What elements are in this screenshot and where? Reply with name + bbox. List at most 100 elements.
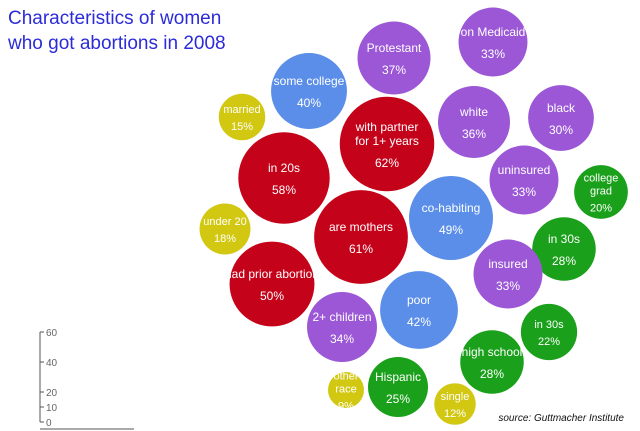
bubble-label: race <box>335 384 356 396</box>
bubble-value: 62% <box>375 156 399 170</box>
bubble-value: 33% <box>481 47 505 61</box>
bubble-label: insured <box>488 257 527 271</box>
bubble-label: college <box>584 173 619 185</box>
legend-tick-label: 0 <box>46 418 52 429</box>
bubble-circle <box>438 86 510 158</box>
bubble-value: 40% <box>297 96 321 110</box>
bubble-circle <box>199 203 251 255</box>
bubble-value: 37% <box>382 63 406 77</box>
bubble-value: 58% <box>272 183 296 197</box>
chart-title-line: who got abortions in 2008 <box>8 33 226 54</box>
legend-scale: 60 40 20 10 0 <box>39 328 134 430</box>
bubble: married 15% <box>218 93 266 141</box>
bubble-value: 42% <box>407 315 431 329</box>
bubble-circle <box>229 241 315 327</box>
bubble-circle <box>339 96 435 192</box>
bubble-circle <box>460 330 524 394</box>
bubble-label: had prior abortion <box>225 267 319 281</box>
bubble-circle <box>380 271 458 349</box>
bubble-circle <box>328 372 364 408</box>
bubble-value: 15% <box>231 121 253 133</box>
bubble-label: white <box>459 105 488 119</box>
bubble-circle <box>528 85 594 151</box>
bubble: Protestant 37% <box>357 21 431 95</box>
bubble-value: 36% <box>462 127 486 141</box>
bubble-label: single <box>441 391 470 403</box>
bubble-circle <box>368 357 428 417</box>
bubble-label: black <box>547 101 576 115</box>
bubble-circle <box>218 93 266 141</box>
bubble-value: 34% <box>330 332 354 346</box>
legend-tick-label: 60 <box>46 328 58 339</box>
bubble: insured 33% <box>473 239 543 309</box>
bubble-label: Protestant <box>367 41 422 55</box>
bubble-label: are mothers <box>329 220 393 234</box>
bubble: on Medicaid 33% <box>458 7 528 77</box>
bubble-value: 33% <box>512 185 536 199</box>
bubble: high school 28% <box>460 330 524 394</box>
bubble: are mothers 61% <box>314 190 408 284</box>
bubble-value: 50% <box>260 289 284 303</box>
bubble-label: other <box>333 371 358 383</box>
bubble-circle <box>489 145 559 215</box>
bubble-circle <box>307 292 377 362</box>
bubble-value: 9% <box>338 401 354 413</box>
bubble: in 30s 28% <box>532 217 596 281</box>
bubble-value: 61% <box>349 242 373 256</box>
bubble-label: uninsured <box>498 163 551 177</box>
bubble-value: 25% <box>386 392 410 406</box>
bubble: black 30% <box>528 85 594 151</box>
bubble-circle <box>238 132 330 224</box>
bubble-value: 49% <box>439 223 463 237</box>
chart-title: Characteristics of women who got abortio… <box>8 6 226 56</box>
bubble-label: some college <box>274 74 345 88</box>
bubble-label: on Medicaid <box>461 25 526 39</box>
bubble-circle <box>473 239 543 309</box>
bubble-circle <box>409 176 493 260</box>
bubble-label: 2+ children <box>312 310 371 324</box>
bubble-label: poor <box>407 293 431 307</box>
bubble: in 30s 22% <box>520 303 578 361</box>
bubble-value: 28% <box>480 367 504 381</box>
source-note: source: Guttmacher Institute <box>498 413 624 424</box>
bubble-circle <box>458 7 528 77</box>
bubble-label: grad <box>590 186 612 198</box>
bubble-value: 18% <box>214 233 236 245</box>
legend-tick-label: 10 <box>46 403 58 414</box>
bubble-circle <box>271 53 347 129</box>
bubble: had prior abortion 50% <box>225 241 319 327</box>
legend-tick-label: 20 <box>46 388 58 399</box>
bubble-label: married <box>223 104 260 116</box>
bubble-circle <box>357 21 431 95</box>
bubble-label: in 30s <box>534 319 564 331</box>
bubble-circle <box>574 165 628 219</box>
bubble-label: under 20 <box>203 216 246 228</box>
bubble: poor 42% <box>380 271 458 349</box>
bubble-label: co-habiting <box>422 201 481 215</box>
bubble: Hispanic 25% <box>368 357 428 417</box>
bubble: single 12% <box>434 383 476 425</box>
bubble-circle <box>520 303 578 361</box>
bubble: 2+ children 34% <box>307 292 377 362</box>
bubble-label: in 30s <box>548 232 580 246</box>
chart-title-line: Characteristics of women <box>8 8 222 29</box>
bubble-value: 33% <box>496 279 520 293</box>
bubble: some college 40% <box>271 53 347 129</box>
bubble-value: 30% <box>549 123 573 137</box>
bubble-circle <box>314 190 408 284</box>
bubble-label: with partner <box>355 120 419 134</box>
bubble-label: for 1+ years <box>355 134 419 148</box>
bubble-value: 20% <box>590 203 612 215</box>
bubble-label: in 20s <box>268 161 300 175</box>
bubble-label: high school <box>462 345 523 359</box>
bubble-value: 22% <box>538 336 560 348</box>
bubble: uninsured 33% <box>489 145 559 215</box>
bubble-label: Hispanic <box>375 370 421 384</box>
bubble: white 36% <box>438 86 510 158</box>
bubble: co-habiting 49% <box>409 176 493 260</box>
bubble-value: 28% <box>552 254 576 268</box>
